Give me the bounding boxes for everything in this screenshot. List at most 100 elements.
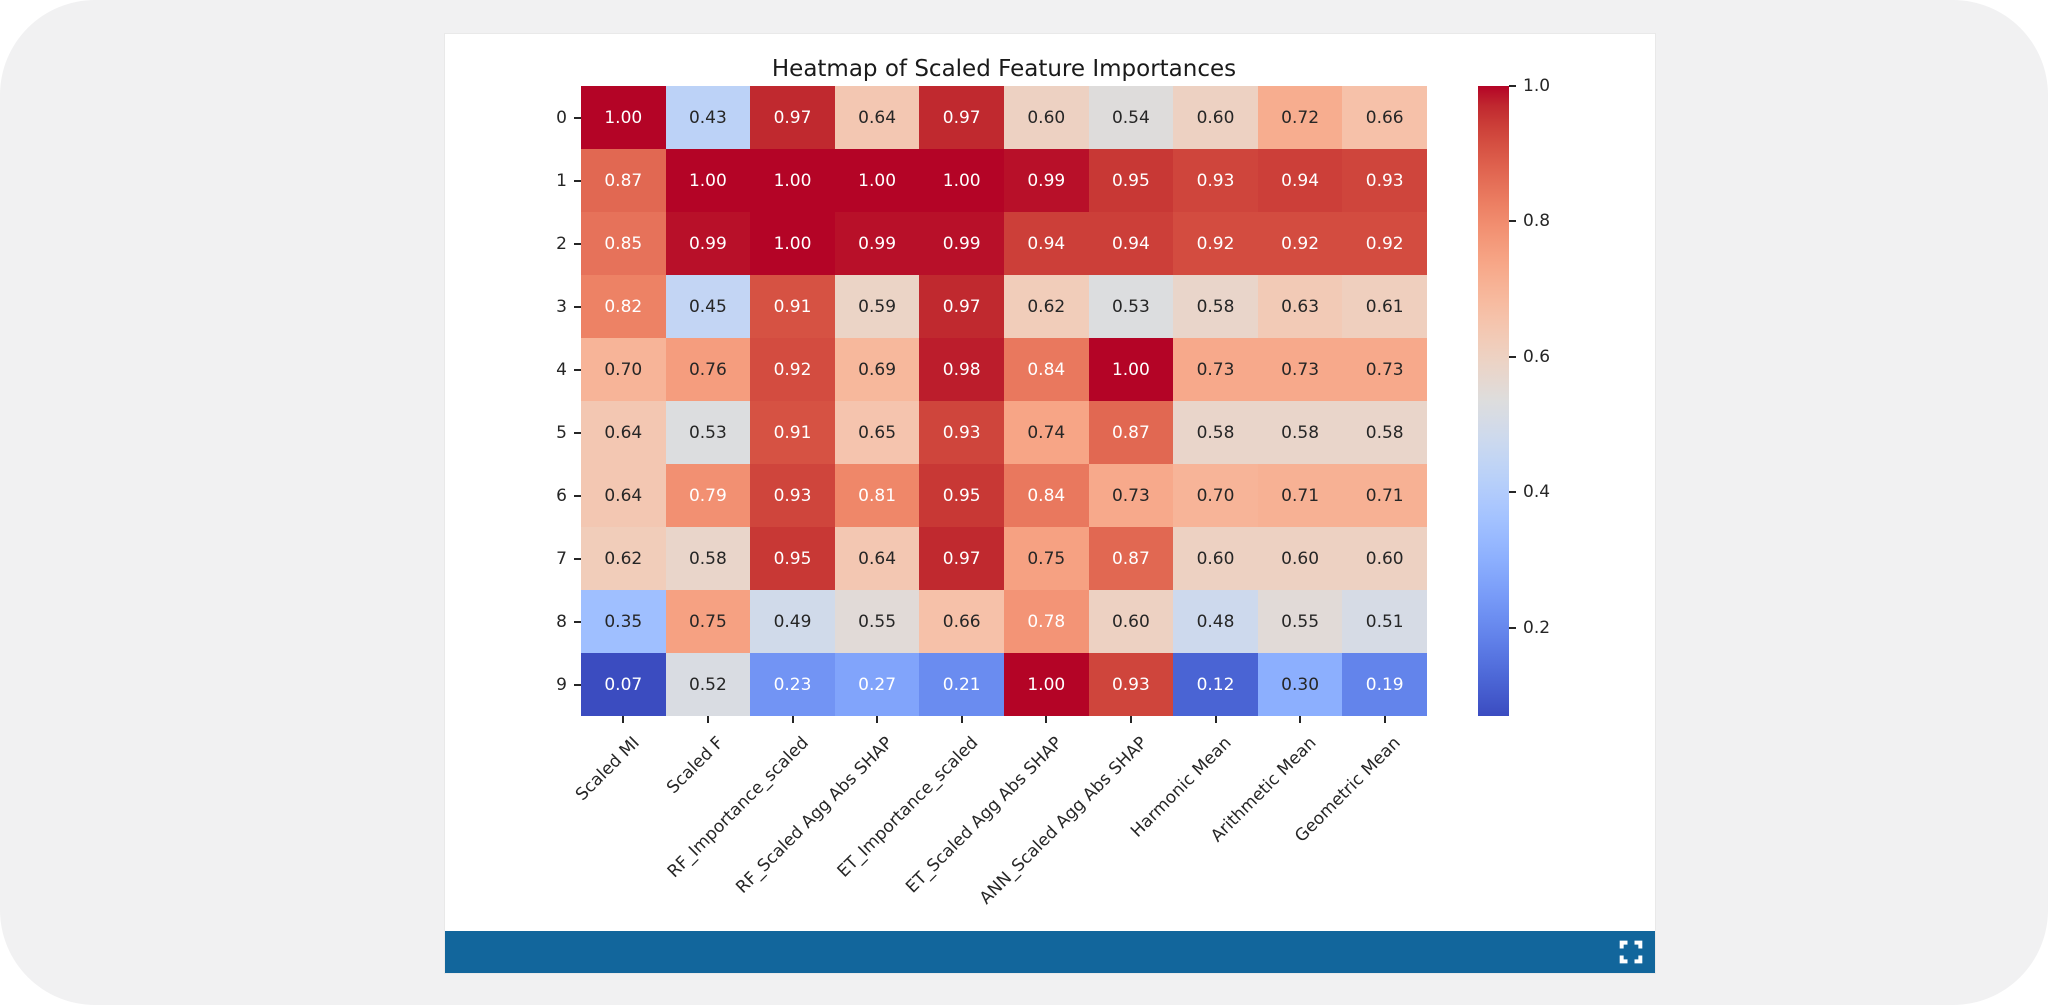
x-tick-mark <box>1214 716 1217 723</box>
heatmap-cell-r9-c9: 0.19 <box>1342 653 1427 716</box>
fullscreen-icon <box>1619 940 1643 964</box>
heatmap-cell-r7-c8: 0.60 <box>1257 527 1343 590</box>
heatmap-cell-r4-c8: 0.73 <box>1257 338 1343 401</box>
heatmap-cell-r0-c6: 0.54 <box>1088 86 1174 149</box>
heatmap-cell-r3-c5: 0.62 <box>1003 275 1089 338</box>
heatmap-cell-r6-c6: 0.73 <box>1088 464 1174 527</box>
heatmap-cell-r2-c6: 0.94 <box>1088 212 1174 275</box>
heatmap-cell-r9-c3: 0.27 <box>834 653 920 716</box>
heatmap-cell-r9-c1: 0.52 <box>665 653 751 716</box>
heatmap-cell-r3-c9: 0.61 <box>1342 275 1427 338</box>
x-tick-mark <box>1045 716 1048 723</box>
heatmap-cell-r8-c3: 0.55 <box>834 590 920 653</box>
footer-bar <box>445 931 1655 973</box>
colorbar-tick-mark <box>1509 355 1516 358</box>
heatmap-cell-r4-c7: 0.73 <box>1173 338 1258 401</box>
heatmap-cell-r3-c4: 0.97 <box>919 275 1004 338</box>
x-tick-mark <box>706 716 709 723</box>
heatmap-cell-r8-c4: 0.66 <box>919 590 1004 653</box>
y-tick-label-3: 3 <box>556 296 567 317</box>
heatmap-cell-r3-c3: 0.59 <box>834 275 920 338</box>
heatmap-cell-r0-c0: 1.00 <box>581 86 666 149</box>
x-tick-label-4: ET_Importance_scaled <box>833 733 982 882</box>
x-tick-mark <box>791 716 794 723</box>
x-tick-label-6: ANN_Scaled Agg Abs SHAP <box>975 733 1152 909</box>
y-tick-label-1: 1 <box>556 170 567 191</box>
heatmap-cell-r4-c0: 0.70 <box>581 338 666 401</box>
x-tick-mark <box>1129 716 1132 723</box>
heatmap-cell-r1-c1: 1.00 <box>665 149 751 212</box>
heatmap-cell-r2-c4: 0.99 <box>919 212 1004 275</box>
colorbar-tick-label-0.8: 0.8 <box>1523 211 1551 232</box>
heatmap-cell-r6-c0: 0.64 <box>581 464 666 527</box>
heatmap-cell-r8-c9: 0.51 <box>1342 590 1427 653</box>
heatmap-cell-r7-c1: 0.58 <box>665 527 751 590</box>
heatmap-cell-r0-c5: 0.60 <box>1003 86 1089 149</box>
heatmap-cell-r6-c4: 0.95 <box>919 464 1004 527</box>
heatmap-cell-r5-c3: 0.65 <box>834 401 920 464</box>
fullscreen-button[interactable] <box>1617 938 1645 966</box>
heatmap-cell-r4-c2: 0.92 <box>750 338 835 401</box>
y-axis-labels: 0 1 2 3 4 5 6 7 8 9 <box>445 86 567 716</box>
heatmap-cell-r5-c5: 0.74 <box>1003 401 1089 464</box>
heatmap-cell-r7-c2: 0.95 <box>750 527 835 590</box>
x-tick-mark <box>960 716 963 723</box>
y-tick-label-4: 4 <box>556 359 567 380</box>
heatmap-cell-r4-c6: 1.00 <box>1088 338 1174 401</box>
heatmap-cell-r4-c4: 0.98 <box>919 338 1004 401</box>
y-tick-mark <box>574 305 581 308</box>
colorbar-tick-label-0.2: 0.2 <box>1523 617 1551 638</box>
heatmap-cell-r9-c0: 0.07 <box>581 653 666 716</box>
heatmap-cell-r8-c1: 0.75 <box>665 590 751 653</box>
heatmap-cell-r2-c2: 1.00 <box>750 212 835 275</box>
y-tick-label-6: 6 <box>556 485 567 506</box>
heatmap-cell-r5-c4: 0.93 <box>919 401 1004 464</box>
heatmap-cell-r6-c9: 0.71 <box>1342 464 1427 527</box>
y-tick-mark <box>574 494 581 497</box>
x-tick-label-1: Scaled F <box>663 733 729 798</box>
heatmap-cell-r3-c1: 0.45 <box>665 275 751 338</box>
heatmap-cell-r9-c8: 0.30 <box>1257 653 1343 716</box>
heatmap-cell-r3-c0: 0.82 <box>581 275 666 338</box>
heatmap-cell-r5-c9: 0.58 <box>1342 401 1427 464</box>
heatmap-cell-r1-c3: 1.00 <box>834 149 920 212</box>
y-tick-mark <box>574 179 581 182</box>
heatmap-cell-r6-c7: 0.70 <box>1173 464 1258 527</box>
x-tick-label-0: Scaled MI <box>571 733 644 805</box>
colorbar <box>1478 86 1509 716</box>
colorbar-tick-label-0.6: 0.6 <box>1523 346 1551 367</box>
y-tick-mark <box>574 431 581 434</box>
heatmap-cell-r3-c8: 0.63 <box>1257 275 1343 338</box>
y-tick-label-8: 8 <box>556 611 567 632</box>
heatmap-cell-r2-c3: 0.99 <box>834 212 920 275</box>
heatmap-cell-r0-c4: 0.97 <box>919 86 1004 149</box>
x-tick-label-5: ET_Scaled Agg Abs SHAP <box>902 733 1067 898</box>
heatmap-cell-r9-c5: 1.00 <box>1003 653 1089 716</box>
heatmap-cell-r1-c2: 1.00 <box>750 149 835 212</box>
y-tick-mark <box>574 242 581 245</box>
heatmap-cell-r0-c7: 0.60 <box>1173 86 1258 149</box>
heatmap-cell-r3-c6: 0.53 <box>1088 275 1174 338</box>
heatmap-cell-r7-c0: 0.62 <box>581 527 666 590</box>
heatmap-cell-r5-c0: 0.64 <box>581 401 666 464</box>
heatmap-cell-r5-c1: 0.53 <box>665 401 751 464</box>
heatmap-cell-r9-c2: 0.23 <box>750 653 835 716</box>
heatmap-cell-r8-c8: 0.55 <box>1257 590 1343 653</box>
heatmap-cell-r2-c0: 0.85 <box>581 212 666 275</box>
heatmap-cell-r2-c7: 0.92 <box>1173 212 1258 275</box>
y-tick-mark <box>574 683 581 686</box>
y-tick-mark <box>574 116 581 119</box>
heatmap-cell-r5-c7: 0.58 <box>1173 401 1258 464</box>
heatmap-cell-r6-c5: 0.84 <box>1003 464 1089 527</box>
heatmap-cell-r8-c5: 0.78 <box>1003 590 1089 653</box>
heatmap-cell-r7-c3: 0.64 <box>834 527 920 590</box>
heatmap-cell-r9-c4: 0.21 <box>919 653 1004 716</box>
heatmap-cell-r7-c9: 0.60 <box>1342 527 1427 590</box>
heatmap-cell-r1-c7: 0.93 <box>1173 149 1258 212</box>
heatmap-cell-r7-c5: 0.75 <box>1003 527 1089 590</box>
heatmap-cell-r0-c3: 0.64 <box>834 86 920 149</box>
colorbar-tick-label-1.0: 1.0 <box>1523 76 1551 96</box>
colorbar-tick-mark <box>1509 220 1516 223</box>
x-tick-mark <box>622 716 625 723</box>
heatmap-cell-r4-c5: 0.84 <box>1003 338 1089 401</box>
